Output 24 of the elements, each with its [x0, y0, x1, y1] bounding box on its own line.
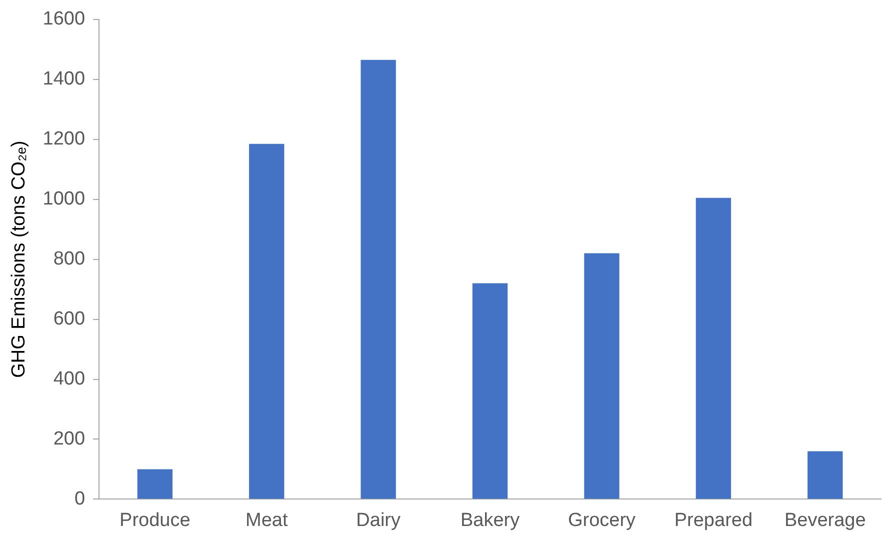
bar: [696, 198, 732, 499]
x-tick-label: Produce: [120, 510, 190, 531]
y-tick-label: 1600: [42, 8, 86, 30]
y-tick-label: 1400: [42, 68, 86, 90]
bar: [472, 283, 508, 499]
x-tick-label: Grocery: [568, 510, 636, 531]
y-tick-label: 0: [74, 488, 86, 510]
y-tick-label: 1200: [42, 128, 86, 150]
bar: [249, 144, 284, 499]
y-axis-title: GHG Emissions (tons CO₂ₑ): [8, 140, 30, 378]
y-tick-label: 200: [53, 428, 86, 450]
y-tick-label: 400: [53, 368, 86, 390]
y-tick-label: 600: [53, 308, 86, 330]
bar: [137, 469, 173, 499]
bar: [808, 451, 843, 499]
x-tick-label: Prepared: [674, 510, 753, 531]
x-tick-label: Bakery: [460, 510, 520, 531]
x-tick-label: Beverage: [784, 510, 866, 531]
y-tick-label: 800: [53, 248, 86, 270]
y-tick-label: 1000: [42, 188, 86, 210]
x-tick-label: Meat: [246, 510, 288, 531]
x-tick-label: Dairy: [356, 510, 401, 531]
bar: [584, 253, 620, 499]
bar: [360, 60, 396, 499]
